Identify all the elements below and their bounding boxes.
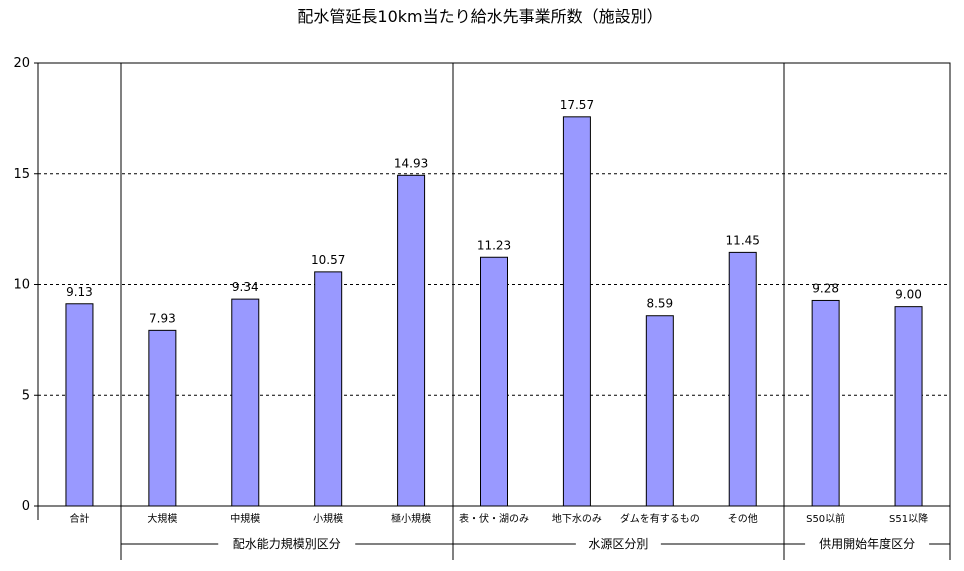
bar-1 [148,329,177,507]
chart-title: 配水管延長10km当たり給水先事業所数（施設別） [297,7,662,26]
category-label-8: その他 [728,512,758,525]
category-label-10: S51以降 [889,512,928,525]
bar-3 [314,271,343,507]
group-label-0: 配水能力規模別区分 [233,536,341,551]
bar-4 [397,174,426,507]
value-label-5: 11.23 [477,238,511,252]
value-label-8: 11.45 [726,233,760,247]
y-tick-label-5: 5 [22,388,30,403]
y-tick-label-15: 15 [13,167,30,182]
category-label-0: 合計 [69,512,89,525]
bars [65,116,923,507]
value-label-10: 9.00 [895,288,922,302]
bar-7 [645,315,674,507]
group-label-1: 水源区分別 [588,537,648,551]
category-label-4: 極小規模 [391,512,431,525]
value-label-0: 9.13 [66,285,93,299]
y-tick-label-10: 10 [13,278,30,293]
y-tick-label-0: 0 [22,499,30,514]
value-label-9: 9.28 [812,281,839,295]
category-label-1: 大規模 [147,512,177,525]
y-tick-label-20: 20 [13,56,30,71]
category-label-3: 小規模 [313,513,343,525]
labels: 0 5 10 15 20 9.13 合計 7.93 大規模 9.34 中規模 10.57 小規模 14.9… [13,56,928,551]
category-label-6: 地下水のみ [552,512,602,525]
bar-0 [65,303,94,507]
category-label-2: 中規模 [230,512,260,525]
value-label-2: 9.34 [232,280,259,294]
value-label-6: 17.57 [560,98,594,112]
bar-10 [894,306,923,507]
bar-9 [811,299,840,507]
category-label-9: S50以前 [806,512,845,525]
value-label-4: 14.93 [394,156,428,170]
bar-2 [231,298,260,507]
value-label-3: 10.57 [311,253,345,267]
value-label-7: 8.59 [646,297,673,311]
bar-8 [728,251,757,507]
group-label-2: 供用開始年度区分 [819,536,915,551]
bar-5 [480,256,508,507]
value-label-1: 7.93 [149,311,176,325]
category-label-5: 表・伏・湖のみ [459,512,529,525]
bar-6 [562,116,591,507]
category-label-7: ダムを有するもの [620,512,700,525]
